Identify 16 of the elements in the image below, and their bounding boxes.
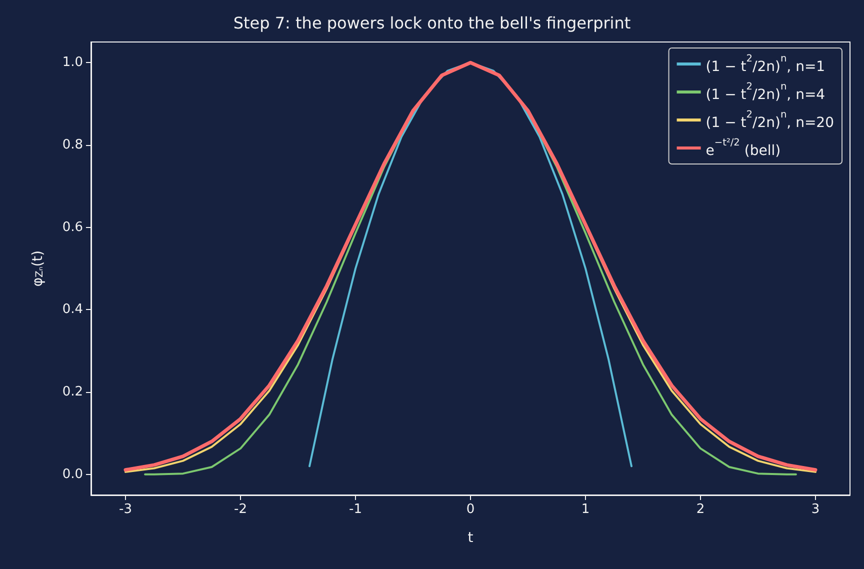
x-tick-label: 3 xyxy=(811,502,820,517)
x-tick-label: 1 xyxy=(581,502,590,517)
y-tick-label: 0.2 xyxy=(62,384,83,400)
y-tick-label: 0.6 xyxy=(62,220,83,235)
y-tick-label: 0.4 xyxy=(62,302,83,318)
x-tick-label: 2 xyxy=(696,502,705,517)
x-tick-label: -1 xyxy=(349,502,362,517)
chart-title: Step 7: the powers lock onto the bell's fingerprint xyxy=(233,14,631,32)
y-tick-label: 1.0 xyxy=(62,55,83,70)
x-tick-label: 0 xyxy=(466,502,475,517)
x-tick-label: -3 xyxy=(119,502,132,517)
y-tick-label: 0.0 xyxy=(62,466,83,482)
x-axis-title: t xyxy=(468,530,474,546)
x-tick-label: -2 xyxy=(234,502,247,517)
y-axis-title: φZₙ(t) xyxy=(30,250,46,287)
y-tick-label: 0.8 xyxy=(62,137,83,152)
